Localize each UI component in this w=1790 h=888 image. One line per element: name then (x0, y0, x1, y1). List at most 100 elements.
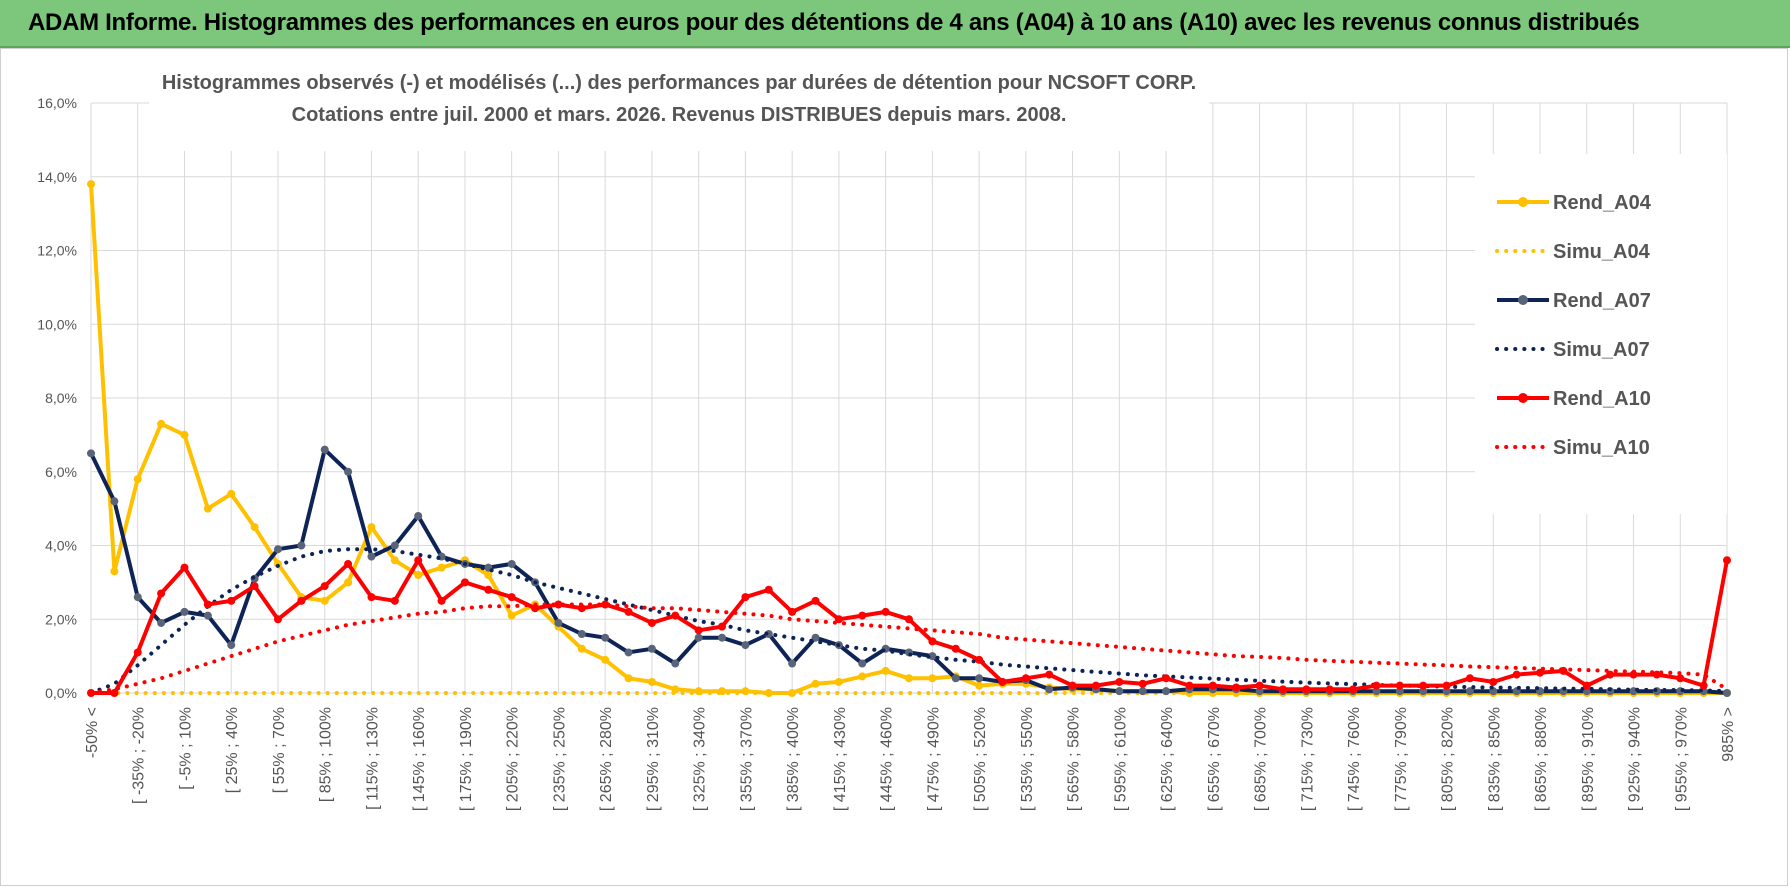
x-tick-label: [ 445% ; 460% (879, 707, 896, 811)
data-point-rend-a10 (834, 615, 843, 624)
data-point-rend-a10 (1115, 677, 1124, 686)
y-tick-label: 4,0% (45, 538, 77, 554)
x-tick-label: [ 415% ; 430% (832, 707, 849, 811)
data-point-rend-a07 (414, 512, 423, 520)
legend-marker (1518, 393, 1528, 403)
data-point-rend-a10 (484, 585, 493, 594)
data-point-rend-a10 (1512, 670, 1521, 679)
data-point-rend-a07 (811, 633, 820, 642)
chart-title-line-2: Cotations entre juil. 2000 et mars. 2026… (292, 104, 1067, 126)
data-point-rend-a07 (1465, 687, 1474, 696)
y-tick-label: 12,0% (37, 243, 77, 259)
x-tick-label: [ 595% ; 610% (1112, 707, 1129, 811)
data-point-rend-a04 (157, 419, 166, 428)
y-tick-label: 14,0% (37, 169, 77, 185)
data-point-rend-a10 (764, 585, 773, 594)
data-point-rend-a07 (647, 644, 656, 653)
legend-label: Simu_A07 (1553, 339, 1650, 361)
data-point-rend-a04 (881, 666, 890, 675)
x-tick-label: -50% < (84, 707, 101, 758)
data-point-rend-a10 (110, 689, 119, 697)
histogram-chart: 0,0% 2,0% 4,0% 6,0% 8,0% 10,0% 12,0% 14,0% 16,0%… (37, 65, 1737, 811)
data-point-rend-a10 (1465, 674, 1474, 683)
x-tick-label: [ 505% ; 520% (972, 707, 989, 811)
x-tick-label: [ 835% ; 850% (1486, 707, 1503, 811)
data-point-rend-a07 (671, 659, 680, 668)
data-point-rend-a04 (437, 563, 446, 572)
y-axis-ticks: 0,0% 2,0% 4,0% 6,0% 8,0% 10,0% 12,0% 14,0% 16,0% (37, 95, 77, 701)
data-point-rend-a04 (227, 489, 236, 498)
data-point-rend-a07 (390, 541, 399, 550)
data-point-rend-a04 (577, 644, 586, 653)
data-point-rend-a07 (624, 648, 633, 657)
x-tick-label: [ 925% ; 940% (1627, 707, 1644, 811)
report-banner: ADAM Informe. Histogrammes des performan… (0, 0, 1790, 48)
data-point-rend-a07 (110, 497, 119, 506)
report-title: ADAM Informe. Histogrammes des performan… (28, 9, 1640, 36)
data-point-rend-a07 (180, 607, 189, 616)
data-point-rend-a10 (1045, 670, 1054, 679)
data-point-rend-a07 (320, 445, 329, 454)
data-point-rend-a10 (694, 626, 703, 635)
legend-marker (1518, 197, 1528, 207)
data-point-rend-a10 (1652, 670, 1661, 679)
data-point-rend-a10 (1419, 681, 1428, 690)
data-point-rend-a04 (507, 611, 516, 620)
data-point-rend-a04 (601, 655, 610, 664)
data-point-rend-a07 (1723, 689, 1731, 697)
x-tick-label: [ 355% ; 370% (738, 707, 755, 811)
x-tick-label: [ -35% ; -20% (131, 707, 148, 804)
data-point-rend-a10 (998, 677, 1007, 686)
legend-label: Rend_A04 (1553, 192, 1652, 214)
data-point-rend-a07 (203, 611, 212, 620)
data-point-rend-a10 (554, 600, 563, 609)
data-point-rend-a10 (601, 600, 610, 609)
data-point-rend-a04 (344, 578, 353, 587)
data-point-rend-a10 (1091, 681, 1100, 690)
data-point-rend-a10 (1325, 685, 1334, 694)
x-tick-label: [ 775% ; 790% (1393, 707, 1410, 811)
data-point-rend-a07 (367, 552, 376, 561)
data-point-rend-a04 (390, 556, 399, 565)
title-background (149, 65, 1209, 151)
data-point-rend-a07 (1162, 687, 1171, 696)
legend-background (1475, 154, 1727, 514)
data-point-rend-a07 (1395, 687, 1404, 696)
data-point-rend-a10 (1255, 681, 1264, 690)
data-point-rend-a04 (133, 475, 142, 484)
data-point-rend-a07 (718, 633, 727, 642)
data-point-rend-a10 (951, 644, 960, 653)
data-point-rend-a10 (1723, 556, 1731, 565)
x-tick-label: [ 685% ; 700% (1253, 707, 1270, 811)
series-lines (87, 180, 1731, 697)
data-point-rend-a10 (647, 618, 656, 627)
data-point-rend-a07 (554, 618, 563, 627)
x-tick-label: [ 175% ; 190% (458, 707, 475, 811)
data-point-rend-a10 (1068, 681, 1077, 690)
y-tick-label: 2,0% (45, 611, 77, 627)
data-point-rend-a10 (1676, 674, 1685, 683)
data-point-rend-a04 (203, 504, 212, 513)
x-tick-label: [ 535% ; 550% (1019, 707, 1036, 811)
data-point-rend-a07 (741, 641, 750, 650)
grid (90, 102, 1728, 694)
y-tick-label: 8,0% (45, 390, 77, 406)
x-tick-label: [ 655% ; 670% (1206, 707, 1223, 811)
data-point-rend-a10 (1442, 681, 1451, 690)
data-point-rend-a07 (297, 541, 306, 550)
data-point-rend-a04 (484, 571, 493, 579)
data-point-rend-a10 (1185, 681, 1194, 690)
x-tick-label: [ 295% ; 310% (645, 707, 662, 811)
data-point-rend-a10 (671, 611, 680, 620)
data-point-rend-a10 (1536, 668, 1545, 677)
x-tick-label: [ -5% ; 10% (177, 707, 194, 790)
series-line-simu-a07 (89, 547, 1729, 695)
data-point-rend-a10 (507, 593, 516, 602)
x-tick-label: [ 955% ; 970% (1673, 707, 1690, 811)
chart-title-line-1: Histogrammes observés (-) et modélisés (… (162, 72, 1196, 94)
data-point-rend-a10 (1489, 677, 1498, 686)
data-point-rend-a10 (390, 596, 399, 605)
x-tick-label: [ 325% ; 340% (692, 707, 709, 811)
x-tick-label: [ 115% ; 130% (364, 707, 381, 810)
x-tick-label: [ 85% ; 100% (318, 707, 335, 802)
